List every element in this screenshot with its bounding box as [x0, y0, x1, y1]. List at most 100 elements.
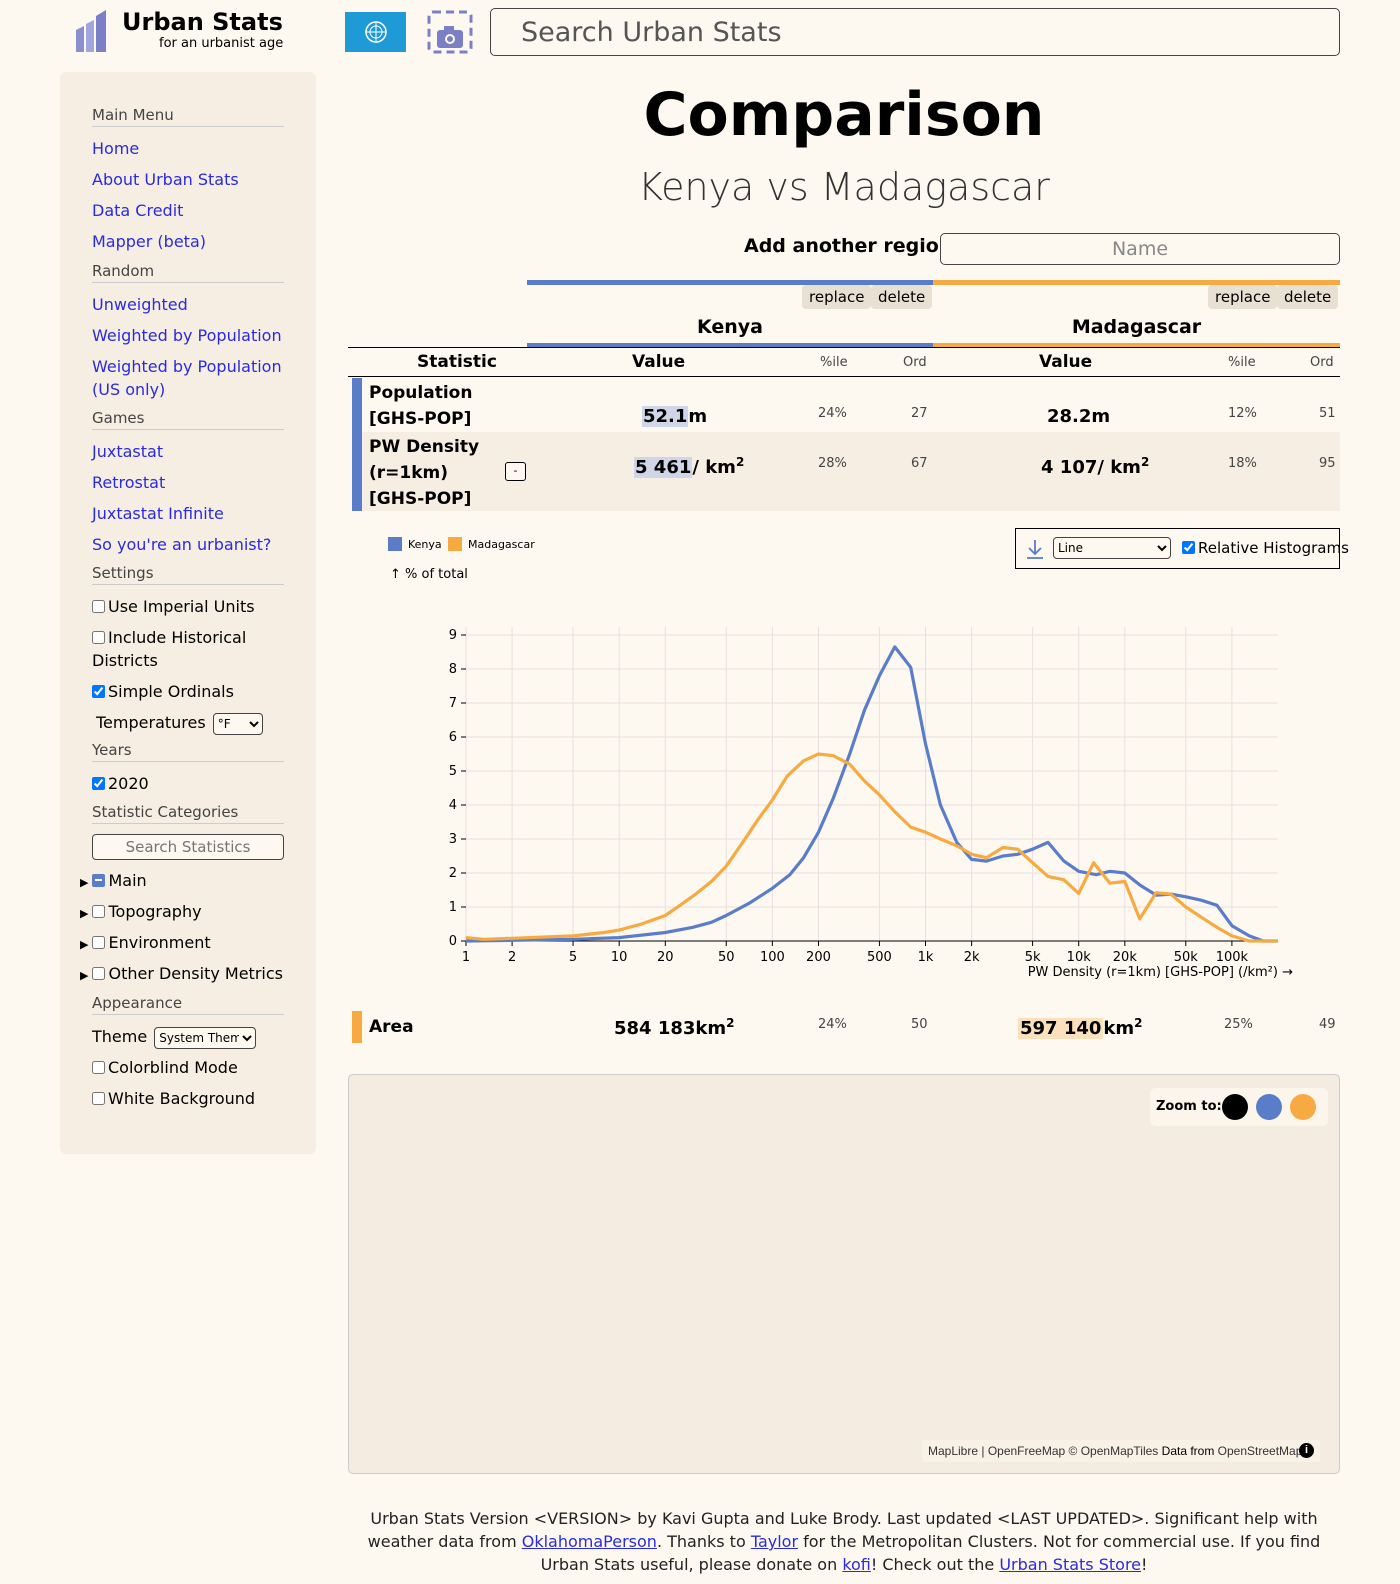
expand-triangle-icon[interactable]: ▶ — [80, 876, 89, 889]
ord-area-kenya[interactable]: 50 — [911, 1017, 928, 1032]
legend-label-kenya: Kenya — [408, 537, 442, 551]
ord-area-madagascar[interactable]: 49 — [1319, 1017, 1336, 1032]
relative-histograms-checkbox[interactable]: Relative Histograms — [1182, 539, 1349, 557]
sidebar-link-data-credit[interactable]: Data Credit — [92, 201, 184, 220]
zoom-to-label: Zoom to: — [1156, 1099, 1222, 1114]
historical-districts-label: Include Historical Districts — [92, 628, 247, 670]
sidebar-heading-settings: Settings — [92, 564, 284, 585]
temperature-select[interactable]: °F — [212, 713, 263, 735]
row-label-pw-density[interactable]: PW Density (r=1km) [GHS-POP] — [369, 437, 480, 509]
column-name-madagascar[interactable]: Madagascar — [1071, 316, 1202, 338]
x-tick-label: 20k — [1113, 950, 1138, 965]
map[interactable] — [348, 1074, 1340, 1474]
sidebar-link-mapper[interactable]: Mapper (beta) — [92, 232, 206, 251]
category-main[interactable]: ▶ Main — [80, 871, 147, 890]
ord-density-kenya[interactable]: 67 — [911, 456, 928, 471]
header-statistic[interactable]: Statistic — [417, 352, 497, 372]
partial-checkbox-icon[interactable] — [92, 874, 106, 887]
ord-population-madagascar[interactable]: 51 — [1319, 406, 1336, 421]
category-topography[interactable]: ▶ Topography — [80, 902, 202, 921]
sidebar-link-juxtastat-infinite[interactable]: Juxtastat Infinite — [92, 504, 224, 523]
historical-districts-checkbox[interactable]: Include Historical Districts — [92, 626, 292, 672]
logo-title[interactable]: Urban Stats — [122, 8, 283, 36]
expand-triangle-icon[interactable]: ▶ — [80, 907, 89, 920]
sidebar-link-about[interactable]: About Urban Stats — [92, 170, 239, 189]
year-2020-checkbox[interactable]: 2020 — [92, 772, 292, 795]
replace-kenya-button[interactable]: replace — [802, 285, 872, 309]
sidebar-heading-stat-categories: Statistic Categories — [92, 803, 284, 824]
info-icon[interactable]: i — [1299, 1443, 1314, 1458]
category-other-density-input[interactable] — [92, 967, 106, 980]
category-topography-label: Topography — [108, 902, 202, 921]
relative-histograms-input[interactable] — [1182, 541, 1195, 554]
replace-madagascar-button[interactable]: replace — [1208, 285, 1278, 309]
colorblind-checkbox[interactable]: Colorblind Mode — [92, 1056, 292, 1079]
footer-link-taylor[interactable]: Taylor — [750, 1532, 799, 1551]
row-label-population[interactable]: Population [GHS-POP] — [369, 383, 473, 429]
simple-ordinals-checkbox[interactable]: Simple Ordinals — [92, 680, 292, 703]
attrib-openmaptiles-link[interactable]: OpenMapTiles — [1080, 1444, 1159, 1458]
legend-swatch-kenya — [388, 537, 402, 551]
sidebar-link-retrostat[interactable]: Retrostat — [92, 473, 166, 492]
white-background-checkbox[interactable]: White Background — [92, 1087, 292, 1110]
expand-triangle-icon[interactable]: ▶ — [80, 969, 89, 982]
row-label-area[interactable]: Area — [369, 1017, 414, 1037]
add-region-input[interactable] — [940, 233, 1340, 265]
search-input[interactable] — [490, 8, 1340, 56]
zoom-kenya-button[interactable] — [1256, 1094, 1282, 1120]
zoom-madagascar-button[interactable] — [1290, 1094, 1316, 1120]
footer-link-oklahomaperson[interactable]: OklahomaPerson — [521, 1532, 657, 1551]
column-name-kenya[interactable]: Kenya — [696, 316, 763, 338]
expand-triangle-icon[interactable]: ▶ — [80, 938, 89, 951]
zoom-all-button[interactable] — [1222, 1094, 1248, 1120]
delete-kenya-button[interactable]: delete — [871, 285, 933, 309]
attrib-openfreemap-link[interactable]: OpenFreeMap — [987, 1444, 1066, 1458]
madagascar-underline — [933, 343, 1340, 347]
header-value-madagascar: Value — [1039, 352, 1093, 372]
delete-madagascar-button[interactable]: delete — [1277, 285, 1339, 309]
y-tick-label: 6 — [449, 730, 457, 745]
header-pctile-madagascar: %ile — [1228, 355, 1256, 370]
x-tick-label: 20 — [657, 950, 674, 965]
table-header-rule — [348, 376, 1340, 377]
sidebar-link-weighted-pop[interactable]: Weighted by Population — [92, 326, 282, 345]
sidebar-link-home[interactable]: Home — [92, 139, 140, 158]
attrib-maplibre-link[interactable]: MapLibre — [928, 1444, 979, 1458]
category-other-density[interactable]: ▶ Other Density Metrics — [80, 964, 283, 983]
footer-link-store[interactable]: Urban Stats Store — [999, 1555, 1142, 1574]
y-tick-label: 3 — [449, 832, 457, 847]
x-tick-label: 2 — [508, 950, 516, 965]
footer-link-kofi[interactable]: kofi — [842, 1555, 871, 1574]
imperial-units-input[interactable] — [92, 600, 105, 613]
histogram-style-select[interactable]: Line — [1053, 537, 1171, 559]
category-environment-input[interactable] — [92, 936, 106, 949]
simple-ordinals-input[interactable] — [92, 685, 105, 698]
search-statistics-input[interactable] — [92, 834, 284, 860]
ord-population-kenya[interactable]: 27 — [911, 406, 928, 421]
ord-density-madagascar[interactable]: 95 — [1319, 456, 1336, 471]
imperial-units-checkbox[interactable]: Use Imperial Units — [92, 595, 292, 618]
year-2020-input[interactable] — [92, 777, 105, 790]
sidebar-link-urbanist-quiz[interactable]: So you're an urbanist? — [92, 535, 272, 554]
sidebar-link-unweighted[interactable]: Unweighted — [92, 295, 188, 314]
category-environment[interactable]: ▶ Environment — [80, 933, 211, 952]
x-tick-label: 1k — [918, 950, 934, 965]
density-histogram-chart: 1 2 5 10 20 50 100 200 500 1k 2k 5k 10k 20k 50k 100k012… — [449, 627, 1293, 980]
white-background-label: White Background — [108, 1089, 256, 1108]
sidebar-link-juxtastat[interactable]: Juxtastat — [92, 442, 164, 461]
category-topography-input[interactable] — [92, 905, 106, 918]
download-icon[interactable] — [1025, 538, 1045, 560]
attrib-osm-link[interactable]: OpenStreetMap — [1217, 1444, 1303, 1458]
collapse-histogram-button[interactable]: - — [505, 462, 526, 481]
category-environment-label: Environment — [108, 933, 211, 952]
screenshot-camera-icon[interactable] — [427, 10, 473, 54]
un-flag-icon[interactable] — [345, 12, 406, 52]
colorblind-input[interactable] — [92, 1061, 105, 1074]
x-tick-label: 200 — [806, 950, 831, 965]
theme-select[interactable]: System Theme — [154, 1027, 257, 1049]
historical-districts-input[interactable] — [92, 631, 105, 644]
sidebar-link-weighted-pop-us[interactable]: Weighted by Population (US only) — [92, 357, 282, 399]
category-main-label: Main — [108, 871, 147, 890]
value-area-kenya: 584 183km2 — [614, 1016, 735, 1039]
white-background-input[interactable] — [92, 1092, 105, 1105]
